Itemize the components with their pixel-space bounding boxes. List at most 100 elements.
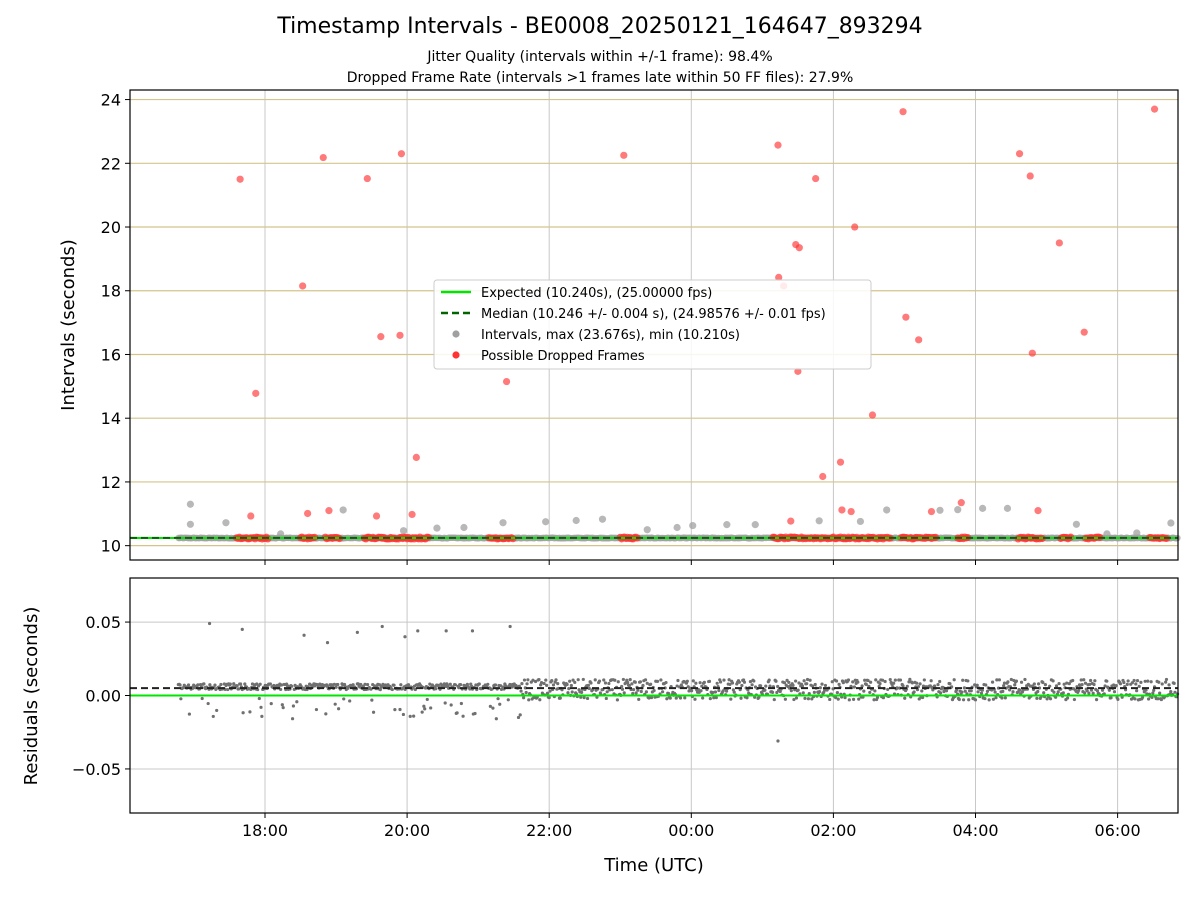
residual-outlier-point	[355, 630, 359, 634]
residual-point	[752, 679, 756, 683]
residual-point	[348, 699, 352, 703]
residual-point	[851, 680, 855, 684]
residual-point	[486, 682, 490, 686]
dropped-frame-point	[902, 313, 910, 321]
residual-point	[823, 683, 828, 688]
residual-point	[984, 683, 988, 687]
residual-point	[1152, 688, 1156, 692]
residual-point	[852, 685, 857, 689]
residual-point	[491, 706, 495, 710]
interval-point	[751, 521, 759, 529]
residual-point	[488, 704, 492, 708]
residual-point	[613, 678, 617, 682]
residual-point	[1000, 696, 1004, 700]
residual-point	[401, 712, 406, 717]
residual-point	[1143, 679, 1147, 683]
residual-point	[363, 682, 367, 686]
residual-point	[908, 677, 912, 681]
residual-point	[1061, 691, 1065, 695]
residual-point	[1158, 691, 1162, 695]
residual-point	[969, 689, 973, 693]
chart-subtitle-jitter: Jitter Quality (intervals within +/-1 fr…	[427, 49, 773, 65]
residual-point	[912, 690, 916, 694]
interval-point	[222, 519, 230, 527]
residual-point	[1167, 683, 1171, 687]
residual-point	[1071, 678, 1075, 683]
residual-outlier-point	[416, 629, 420, 633]
x-tick-label: 02:00	[810, 821, 856, 840]
residual-point	[377, 683, 382, 687]
intervals-y-axis-label: Intervals (seconds)	[58, 239, 79, 411]
residual-point	[547, 696, 551, 700]
residual-point	[918, 682, 922, 686]
residual-point	[351, 683, 355, 687]
residual-point	[499, 684, 503, 688]
residual-point	[295, 700, 299, 704]
dropped-frame-point	[1026, 172, 1034, 180]
residual-point	[717, 688, 721, 693]
residual-point	[967, 698, 971, 702]
residual-point	[1085, 689, 1089, 693]
residuals-y-tick-label: −0.05	[72, 760, 121, 779]
residual-point	[641, 683, 645, 688]
chart-subtitle-dropped: Dropped Frame Rate (intervals >1 frames …	[346, 70, 854, 86]
residual-point	[573, 680, 577, 684]
intervals-x-ticks	[264, 560, 1119, 565]
residual-point	[1118, 682, 1123, 686]
residual-point	[1009, 677, 1013, 682]
residual-point	[392, 683, 396, 687]
residual-point	[565, 682, 569, 687]
residual-point	[944, 689, 949, 693]
residual-point	[864, 682, 868, 687]
residual-point	[787, 680, 791, 685]
residual-point	[626, 680, 630, 685]
residual-point	[545, 683, 549, 688]
interval-point	[499, 519, 507, 527]
intervals-panel: 10 12 14 16 18 20 22 24 Intervals (seconds) Exp…	[58, 89, 1181, 565]
residual-point	[872, 698, 876, 702]
residual-point	[1056, 690, 1060, 694]
residual-point	[862, 689, 866, 693]
legend-expected-label: Expected (10.240s), (25.00000 fps)	[481, 286, 712, 301]
interval-point	[542, 518, 550, 526]
residual-point	[812, 690, 816, 695]
x-tick-label: 00:00	[668, 821, 714, 840]
residual-point	[645, 681, 649, 685]
dropped-frame-point	[915, 336, 923, 344]
residual-point	[811, 684, 815, 688]
residual-point	[1144, 688, 1148, 692]
residual-point	[834, 679, 839, 683]
residual-point	[425, 697, 429, 702]
residual-point	[813, 682, 817, 687]
residual-point	[1013, 683, 1017, 687]
dropped-frame-point	[325, 507, 333, 515]
residual-point	[1133, 697, 1137, 701]
residual-point	[211, 714, 215, 719]
dropped-frame-point	[502, 377, 511, 386]
residual-point	[1100, 688, 1105, 692]
residual-point	[333, 702, 337, 706]
residual-point	[506, 698, 510, 702]
residual-outlier-point	[207, 621, 212, 626]
residual-point	[983, 696, 987, 701]
residual-point	[742, 680, 747, 684]
residual-point	[554, 678, 558, 682]
residual-point	[1082, 678, 1086, 682]
residual-point	[837, 682, 841, 687]
residual-point	[941, 685, 945, 690]
residual-point	[250, 682, 255, 686]
residual-point	[259, 705, 263, 709]
dropped-frame-point	[868, 411, 877, 419]
intervals-points	[186, 500, 1175, 538]
residual-point	[747, 691, 751, 695]
residual-point	[1065, 681, 1069, 685]
residual-point	[846, 678, 851, 682]
residual-point	[994, 696, 998, 700]
intervals-y-ticks: 10 12 14 16 18 20 22 24	[101, 91, 130, 556]
residual-point	[428, 682, 432, 686]
residual-point	[693, 697, 697, 701]
residual-point	[707, 679, 712, 683]
residual-point	[1023, 677, 1027, 682]
residual-point	[1052, 690, 1056, 694]
residual-point	[730, 681, 735, 685]
